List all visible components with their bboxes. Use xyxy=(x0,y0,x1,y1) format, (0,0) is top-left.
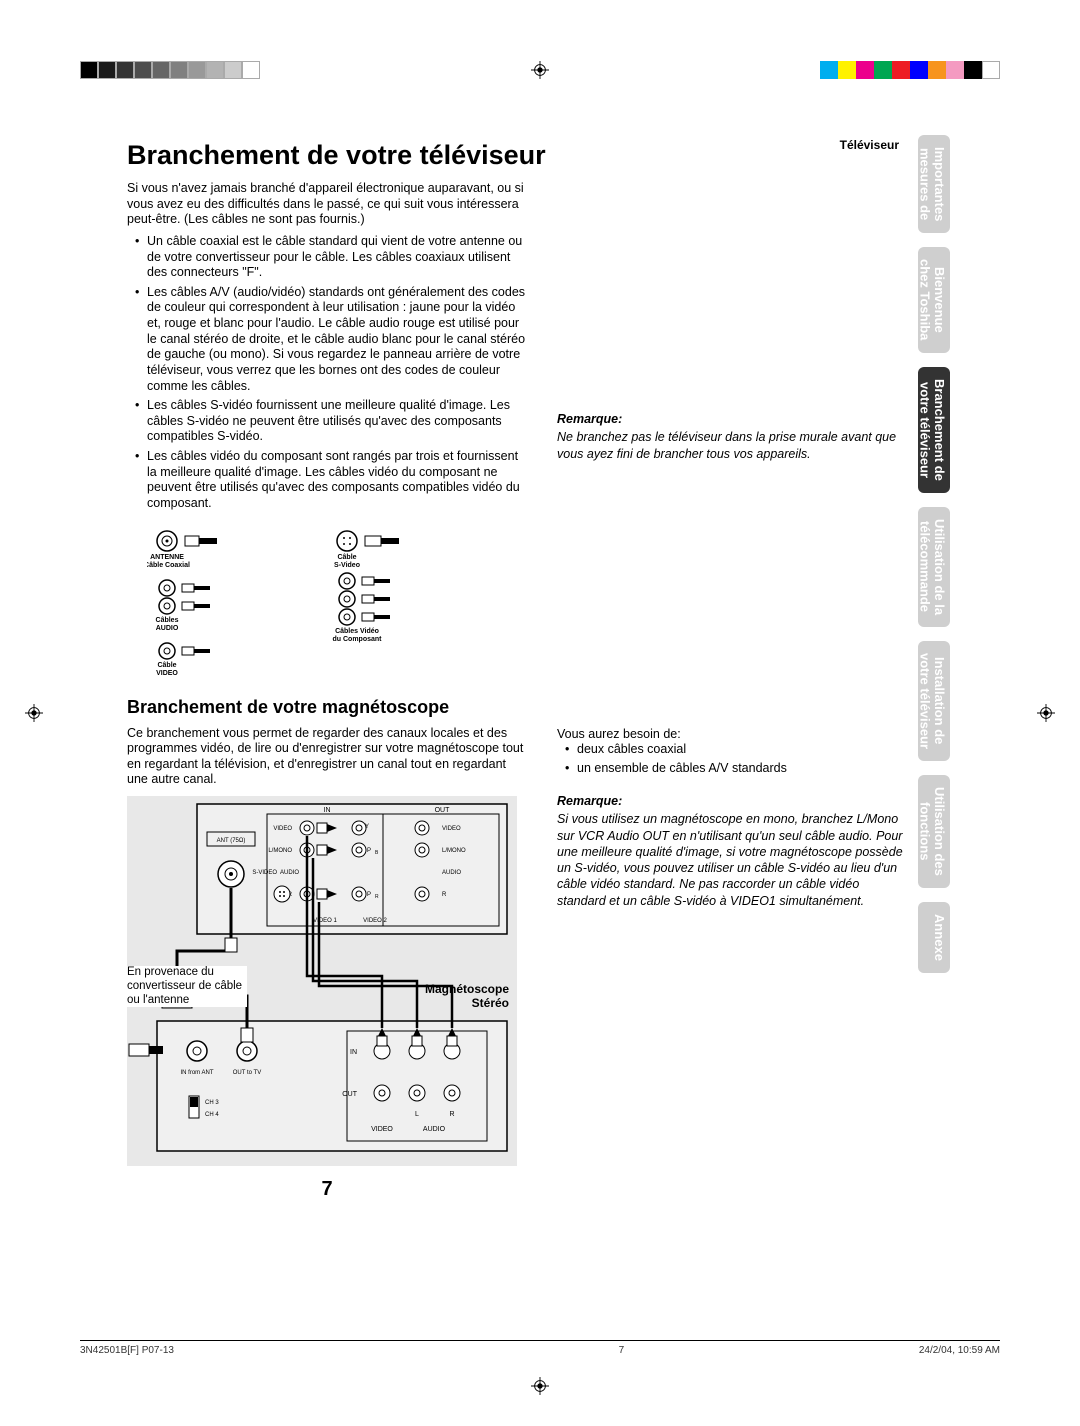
svg-text:VIDEO 2: VIDEO 2 xyxy=(363,918,387,924)
svg-text:VIDEO 1: VIDEO 1 xyxy=(313,918,337,924)
label-antenna: ANTENNECâble Coaxial xyxy=(147,554,190,569)
remarque1-body: Ne branchez pas le téléviseur dans la pr… xyxy=(557,429,907,462)
tab-annexe: Annexe xyxy=(918,902,950,973)
page-content: Branchement de votre téléviseur Si vous … xyxy=(127,140,907,1201)
tab-fonctions: Utilisation des fonctions xyxy=(918,775,950,888)
svg-text:R: R xyxy=(375,894,379,900)
bullet-av: Les câbles A/V (audio/vidéo) standards o… xyxy=(127,285,527,394)
color-swatches xyxy=(820,61,1000,79)
section2-title: Branchement de votre magnétoscope xyxy=(127,697,907,718)
registration-target-right-icon xyxy=(1037,704,1055,722)
page-number: 7 xyxy=(127,1178,527,1201)
svg-text:CâbleVIDEO: CâbleVIDEO xyxy=(156,662,178,676)
svg-text:L: L xyxy=(415,1111,419,1118)
tab-bienvenue: Bienvenue chez Toshiba xyxy=(918,247,950,352)
registration-target-left-icon xyxy=(25,704,43,722)
print-footer: 3N42501B[F] P07-13 7 24/2/04, 10:59 AM xyxy=(80,1340,1000,1356)
svg-text:CâblesAUDIO: CâblesAUDIO xyxy=(156,617,179,632)
svg-text:OUT: OUT xyxy=(342,1091,358,1098)
footer-date: 24/2/04, 10:59 AM xyxy=(919,1345,1000,1356)
bullet-svideo: Les câbles S-vidéo fournissent une meill… xyxy=(127,398,527,445)
cable-types-diagram: ANTENNECâble Coaxial CâbleS-Video Câbles… xyxy=(147,526,507,676)
tab-installation: Installation de votre téléviseur xyxy=(918,641,950,761)
svg-text:P: P xyxy=(367,892,371,898)
connection-diagram-wrap: Téléviseur IN OUT ANT (75Ω) xyxy=(127,796,527,1166)
page-title: Branchement de votre téléviseur xyxy=(127,140,907,171)
needs-intro: Vous aurez besoin de: xyxy=(557,726,907,742)
svg-text:AUDIO: AUDIO xyxy=(442,870,461,876)
registration-marks-bottom xyxy=(0,1371,1080,1401)
vcr-label: Magnétoscope Stéréo xyxy=(425,982,509,1011)
svg-text:L/MONO: L/MONO xyxy=(442,848,466,854)
tab-securite: Importantes mesures de sécurité xyxy=(918,135,950,233)
svg-text:OUT: OUT xyxy=(435,807,451,814)
registration-marks-top xyxy=(0,55,1080,85)
svg-text:Câbles Vidéodu Composant: Câbles Vidéodu Composant xyxy=(333,628,383,643)
svg-text:ANT (75Ω): ANT (75Ω) xyxy=(217,838,246,844)
svg-text:R: R xyxy=(449,1111,454,1118)
cable-bullets: Un câble coaxial est le câble standard q… xyxy=(127,234,527,512)
section2-intro: Ce branchement vous permet de regarder d… xyxy=(127,726,527,789)
registration-target-icon xyxy=(531,61,549,79)
need-coax: deux câbles coaxial xyxy=(557,742,907,758)
source-label: En provenace du convertisseur de câble o… xyxy=(127,966,247,1007)
connection-diagram: IN OUT ANT (75Ω) VIDEO L/MONO S-VIDE xyxy=(127,796,517,1166)
registration-target-bottom-icon xyxy=(531,1377,549,1395)
side-tabs: Importantes mesures de sécurité Bienvenu… xyxy=(918,135,950,973)
bullet-component: Les câbles vidéo du composant sont rangé… xyxy=(127,449,527,512)
footer-doc: 3N42501B[F] P07-13 xyxy=(80,1345,174,1356)
footer-page: 7 xyxy=(619,1345,625,1356)
remarque1-title: Remarque: xyxy=(557,411,907,427)
tab-telecommande: Utilisation de la télécommande xyxy=(918,507,950,627)
svg-text:IN: IN xyxy=(324,807,331,814)
svg-text:VIDEO: VIDEO xyxy=(371,1126,393,1133)
svg-text:IN from ANT: IN from ANT xyxy=(180,1070,213,1076)
svg-text:AUDIO: AUDIO xyxy=(423,1126,446,1133)
tv-label: Téléviseur xyxy=(840,138,899,152)
svg-text:CâbleS-Video: CâbleS-Video xyxy=(334,554,360,569)
svg-text:CH 3: CH 3 xyxy=(205,1100,219,1106)
remarque2-body: Si vous utilisez un magnétoscope en mono… xyxy=(557,811,907,909)
svg-text:IN: IN xyxy=(350,1049,357,1056)
need-av: un ensemble de câbles A/V standards xyxy=(557,761,907,777)
gray-swatches xyxy=(80,61,260,79)
svg-text:P: P xyxy=(367,848,371,854)
tab-branchement: Branchement de votre téléviseur xyxy=(918,367,950,493)
svg-text:OUT to TV: OUT to TV xyxy=(233,1070,261,1076)
svg-text:VIDEO: VIDEO xyxy=(442,826,461,832)
svg-text:VIDEO: VIDEO xyxy=(273,826,292,832)
remarque2-title: Remarque: xyxy=(557,793,907,809)
svg-text:R: R xyxy=(442,892,447,898)
svg-text:AUDIO: AUDIO xyxy=(280,870,299,876)
svg-text:CH 4: CH 4 xyxy=(205,1112,219,1118)
needs-list: deux câbles coaxial un ensemble de câble… xyxy=(557,742,907,777)
intro-text: Si vous n'avez jamais branché d'appareil… xyxy=(127,181,527,228)
svg-text:L/MONO: L/MONO xyxy=(268,848,292,854)
bullet-coax: Un câble coaxial est le câble standard q… xyxy=(127,234,527,281)
svg-text:S-VIDEO: S-VIDEO xyxy=(252,870,277,876)
